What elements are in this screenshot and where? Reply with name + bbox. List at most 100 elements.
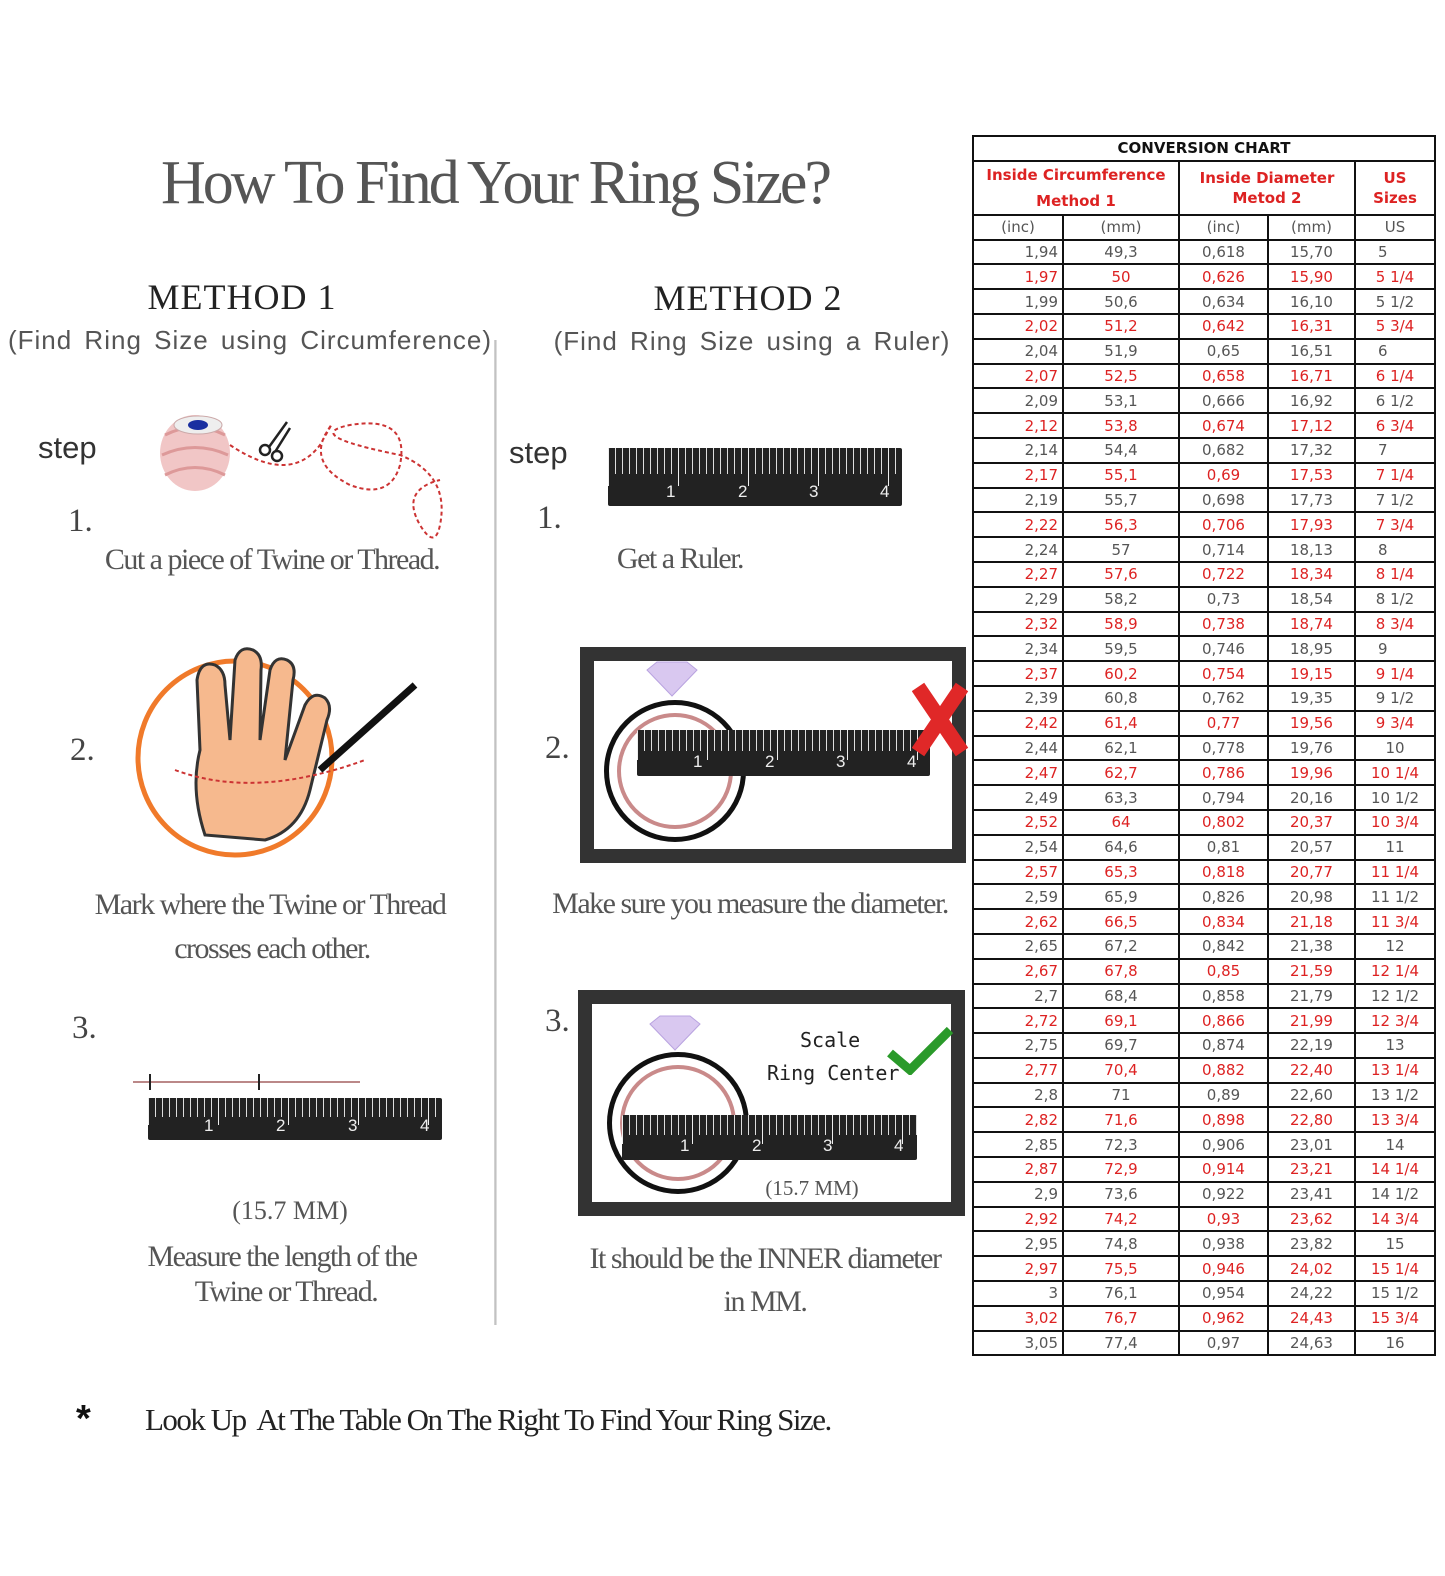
table-cell: 18,95 xyxy=(1267,635,1356,663)
ruler-label: 4 xyxy=(880,482,890,501)
table-cell: 15 xyxy=(1354,1230,1436,1258)
ruler: 1 2 3 4 xyxy=(148,1098,442,1140)
table-cell: 0,914 xyxy=(1178,1156,1269,1183)
table-cell: 0,634 xyxy=(1178,288,1269,315)
ruler-label: 2 xyxy=(738,482,748,501)
table-cell: 5 1/2 xyxy=(1354,288,1436,315)
table-cell: 21,18 xyxy=(1267,908,1356,935)
table-cell: 0,698 xyxy=(1178,486,1269,514)
table-cell: 0,89 xyxy=(1178,1081,1269,1109)
table-row: 2,37 60,2 0,754 19,15 9 1/4 xyxy=(972,660,1436,687)
table-cell: 74,8 xyxy=(1062,1230,1180,1258)
table-cell: 24,43 xyxy=(1267,1304,1356,1332)
table-cell: 11 1/4 xyxy=(1354,858,1436,886)
table-cell: 18,34 xyxy=(1267,560,1356,588)
table-row: 2,92 74,2 0,93 23,62 14 3/4 xyxy=(972,1205,1436,1233)
table-cell: 63,3 xyxy=(1062,784,1180,811)
table-cell: 62,7 xyxy=(1062,759,1180,787)
table-cell: 65,3 xyxy=(1062,858,1180,886)
table-row: 2,87 72,9 0,914 23,21 14 1/4 xyxy=(972,1156,1436,1183)
table-row: 2,19 55,7 0,698 17,73 7 1/2 xyxy=(972,486,1436,514)
table-cell: 0,834 xyxy=(1178,908,1269,935)
method2-subheading: (Find Ring Size using a Ruler) xyxy=(553,326,951,356)
table-cell: 21,99 xyxy=(1267,1007,1356,1035)
table-cell: 6 1/4 xyxy=(1354,362,1436,390)
table-row: 3,02 76,7 0,962 24,43 15 3/4 xyxy=(972,1304,1436,1332)
table-cell: 8 3/4 xyxy=(1354,610,1436,638)
table-row: 2,7 68,4 0,858 21,79 12 1/2 xyxy=(972,982,1436,1010)
table-cell: 21,38 xyxy=(1267,932,1356,960)
table-cell: 2,52 xyxy=(972,808,1064,836)
table-row: 2,95 74,8 0,938 23,82 15 xyxy=(972,1230,1436,1258)
column-header: (mm) xyxy=(1267,213,1356,241)
table-cell: 0,882 xyxy=(1178,1056,1269,1084)
table-cell: 2,27 xyxy=(972,560,1064,588)
method1-heading: METHOD 1 xyxy=(147,277,337,317)
table-cell: 0,786 xyxy=(1178,759,1269,787)
table-row: 2,07 52,5 0,658 16,71 6 1/4 xyxy=(972,362,1436,390)
table-cell: 51,9 xyxy=(1062,337,1180,365)
ruler-label: 4 xyxy=(420,1116,430,1135)
ruler-label: 1 xyxy=(680,1136,690,1155)
checkmark-icon xyxy=(887,1026,954,1075)
table-cell: 66,5 xyxy=(1062,908,1180,935)
group-header-diameter: Inside Diameter Metod 2 xyxy=(1178,159,1356,216)
table-cell: 11 1/2 xyxy=(1354,883,1436,911)
table-cell: 14 1/2 xyxy=(1354,1180,1436,1208)
diamond-icon xyxy=(649,1015,701,1051)
method1-step-label: step xyxy=(38,430,97,465)
table-cell: 12 3/4 xyxy=(1354,1007,1436,1035)
table-cell: 0,642 xyxy=(1178,312,1269,340)
table-cell: 20,98 xyxy=(1267,883,1356,911)
table-row: 2,49 63,3 0,794 20,16 10 1/2 xyxy=(972,784,1436,811)
table-cell: 0,842 xyxy=(1178,932,1269,960)
table-cell: 53,8 xyxy=(1062,412,1180,439)
table-cell: 16,31 xyxy=(1267,312,1356,340)
table-cell: 0,738 xyxy=(1178,610,1269,638)
table-cell: 0,794 xyxy=(1178,784,1269,811)
table-cell: 0,922 xyxy=(1178,1180,1269,1208)
table-cell: 22,60 xyxy=(1267,1081,1356,1109)
table-cell: 49,3 xyxy=(1062,238,1180,266)
table-row: 2,67 67,8 0,85 21,59 12 1/4 xyxy=(972,957,1436,985)
table-cell: 2,42 xyxy=(972,709,1064,737)
ruler-label: 1 xyxy=(204,1116,214,1135)
table-cell: 10 3/4 xyxy=(1354,808,1436,836)
footer-bullet: * xyxy=(76,1398,91,1440)
table-cell: 19,35 xyxy=(1267,684,1356,712)
table-cell: 2,29 xyxy=(972,585,1064,613)
ruler-label: 2 xyxy=(765,752,775,771)
table-cell: 2,87 xyxy=(972,1156,1064,1183)
table-row: 1,97 50 0,626 15,90 5 1/4 xyxy=(972,263,1436,291)
table-cell: 7 1/2 xyxy=(1354,486,1436,514)
table-cell: 1,97 xyxy=(972,263,1064,291)
table-cell: 67,2 xyxy=(1062,932,1180,960)
table-cell: 0,746 xyxy=(1178,635,1269,663)
table-cell: 2,07 xyxy=(972,362,1064,390)
table-cell: 2,12 xyxy=(972,412,1064,439)
table-row: 2,32 58,9 0,738 18,74 8 3/4 xyxy=(972,610,1436,638)
table-cell: 2,62 xyxy=(972,908,1064,935)
method1-subheading: (Find Ring Size using Circumference) xyxy=(7,325,493,355)
table-cell: 20,77 xyxy=(1267,858,1356,886)
table-row: 2,14 54,4 0,682 17,32 7 xyxy=(972,436,1436,464)
table-row: 1,99 50,6 0,634 16,10 5 1/2 xyxy=(972,288,1436,315)
table-cell: 15 1/2 xyxy=(1354,1280,1436,1307)
method2-step1-text: Get a Ruler. xyxy=(616,542,745,575)
ruler-label: 1 xyxy=(693,752,703,771)
table-cell: 64,6 xyxy=(1062,833,1180,861)
method1-measurement: (15.7 MM) xyxy=(232,1196,348,1225)
table-cell: 21,59 xyxy=(1267,957,1356,985)
table-cell: 2,92 xyxy=(972,1205,1064,1233)
table-cell: 14 1/4 xyxy=(1354,1156,1436,1183)
table-cell: 14 3/4 xyxy=(1354,1205,1436,1233)
table-cell: 24,02 xyxy=(1267,1255,1356,1283)
table-cell: 54,4 xyxy=(1062,436,1180,464)
table-cell: 0,962 xyxy=(1178,1304,1269,1332)
table-cell: 0,706 xyxy=(1178,511,1269,539)
table-cell: 0,826 xyxy=(1178,883,1269,911)
table-row: 2,02 51,2 0,642 16,31 5 3/4 xyxy=(972,312,1436,340)
group-label: Inside Diameter xyxy=(1199,168,1335,187)
table-cell: 6 xyxy=(1354,337,1436,365)
table-row: 2,52 64 0,802 20,37 10 3/4 xyxy=(972,808,1436,836)
